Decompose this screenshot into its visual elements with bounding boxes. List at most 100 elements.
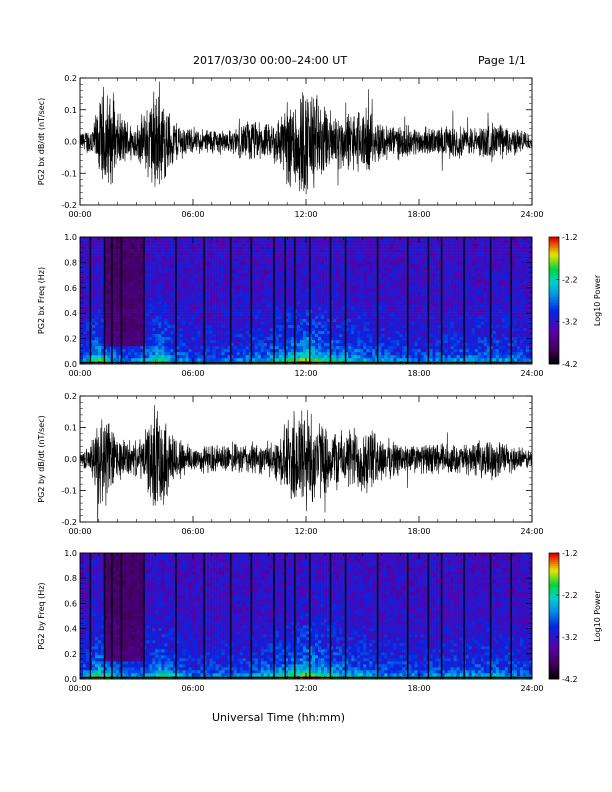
spectrogram-cell: [275, 333, 280, 338]
spectrogram-cell: [149, 345, 153, 350]
spectrogram-cell: [179, 258, 183, 262]
spectrogram-cell: [321, 342, 325, 347]
spectrogram-cell: [92, 321, 96, 325]
spectrogram-cell: [263, 276, 268, 280]
spectrogram-cell: [188, 249, 192, 253]
spectrogram-cell: [242, 240, 247, 244]
spectrogram-cell: [239, 243, 244, 247]
spectrogram-cell: [387, 330, 391, 335]
spectrogram-cell: [293, 303, 298, 307]
spectrogram-cell: [257, 315, 262, 319]
spectrogram-cell: [275, 243, 280, 247]
spectrogram-cell: [194, 357, 198, 362]
spectrogram-cell: [339, 321, 343, 325]
spectrogram-cell: [309, 324, 313, 329]
spectrogram-cell: [354, 309, 358, 313]
spectrogram-cell: [284, 243, 289, 247]
spectrogram-cell: [209, 348, 213, 353]
spectrogram-cell: [143, 357, 147, 362]
spectrogram-cell: [348, 291, 352, 295]
spectrogram-cell: [315, 276, 319, 280]
spectrogram-cell: [266, 324, 271, 329]
spectrogram-cell: [200, 252, 204, 256]
spectrogram-cell: [312, 261, 316, 265]
spectrogram-cell: [239, 279, 244, 283]
spectrogram-cell: [417, 342, 421, 347]
spectrogram-cell: [173, 249, 177, 253]
spectrogram-cell: [251, 243, 256, 247]
spectrogram-cell: [387, 285, 391, 289]
spectrogram-cell: [366, 285, 370, 289]
spectrogram-cell: [209, 357, 213, 362]
spectrogram-cell: [233, 282, 237, 286]
spectrogram-cell: [363, 297, 367, 301]
spectrogram-cell: [339, 303, 343, 307]
spectrogram-cell: [269, 252, 274, 256]
spectrogram-cell: [158, 276, 162, 280]
waveform-series: [80, 81, 532, 195]
spectrogram-cell: [143, 252, 147, 256]
spectrogram-cell: [324, 339, 328, 344]
spectrogram-cell: [197, 348, 201, 353]
spectrogram-cell: [212, 309, 216, 313]
spectrogram-cell: [206, 309, 210, 313]
spectrogram-cell: [152, 357, 156, 362]
spectrogram-cell: [173, 258, 177, 262]
spectrogram-cell: [188, 282, 192, 286]
spectrogram-cell: [227, 342, 231, 347]
spectrogram-cell: [233, 303, 237, 307]
spectrogram-cell: [122, 321, 126, 325]
spectrogram-cell: [140, 288, 144, 292]
spectrogram-cell: [230, 279, 234, 283]
spectrogram-cell: [393, 255, 397, 259]
spectrogram-cell: [345, 258, 349, 262]
spectrogram-cell: [296, 357, 301, 362]
spectrogram-cell: [131, 258, 135, 262]
spectrogram-cell: [306, 291, 310, 295]
spectrogram-cell: [336, 327, 340, 332]
spectrogram-cell: [387, 303, 391, 307]
spectrogram-cell: [423, 288, 427, 292]
spectrogram-cell: [251, 291, 256, 295]
spectrogram-cell: [218, 324, 222, 329]
spectrogram-cell: [179, 240, 183, 244]
spectrogram-cell: [194, 327, 198, 332]
spectrogram-cell: [167, 243, 171, 247]
spectrogram-cell: [164, 252, 168, 256]
spectrogram-cell: [287, 264, 292, 268]
spectrogram-cell: [269, 267, 274, 271]
spectrogram-cell: [104, 297, 108, 301]
spectrogram-cell: [191, 348, 195, 353]
spectrogram-cell: [134, 264, 138, 268]
spectrogram-cell: [396, 291, 400, 295]
spectrogram-cell: [227, 249, 231, 253]
spectrogram-cell: [251, 336, 256, 341]
spectrogram-cell: [396, 300, 400, 304]
spectrogram-cell: [245, 273, 250, 277]
spectrogram-cell: [339, 330, 343, 335]
spectrogram-cell: [101, 258, 105, 262]
spectrogram-cell: [173, 306, 177, 310]
spectrogram-cell: [348, 297, 352, 301]
spectrogram-cell: [212, 267, 216, 271]
spectrogram-cell: [107, 258, 111, 262]
spectrogram-cell: [384, 276, 388, 280]
spectrogram-cell: [200, 333, 204, 338]
spectrogram-cell: [101, 306, 105, 310]
spectrogram-cell: [194, 258, 198, 262]
spectrogram-cell: [230, 258, 234, 262]
spectrogram-cell: [170, 354, 174, 359]
spectrogram-cell: [381, 252, 385, 256]
spectrogram-cell: [188, 288, 192, 292]
spectrogram-cell: [396, 288, 400, 292]
spectrogram-cell: [324, 333, 328, 338]
spectrogram-cell: [149, 312, 153, 316]
spectrogram-cell: [155, 300, 159, 304]
spectrogram-cell: [176, 339, 180, 344]
spectrogram-cell: [113, 300, 117, 304]
spectrogram-cell: [324, 264, 328, 268]
spectrogram-cell: [83, 357, 87, 362]
spectrogram-cell: [185, 312, 189, 316]
spectrogram-cell: [390, 258, 394, 262]
spectrogram-cell: [330, 294, 334, 298]
